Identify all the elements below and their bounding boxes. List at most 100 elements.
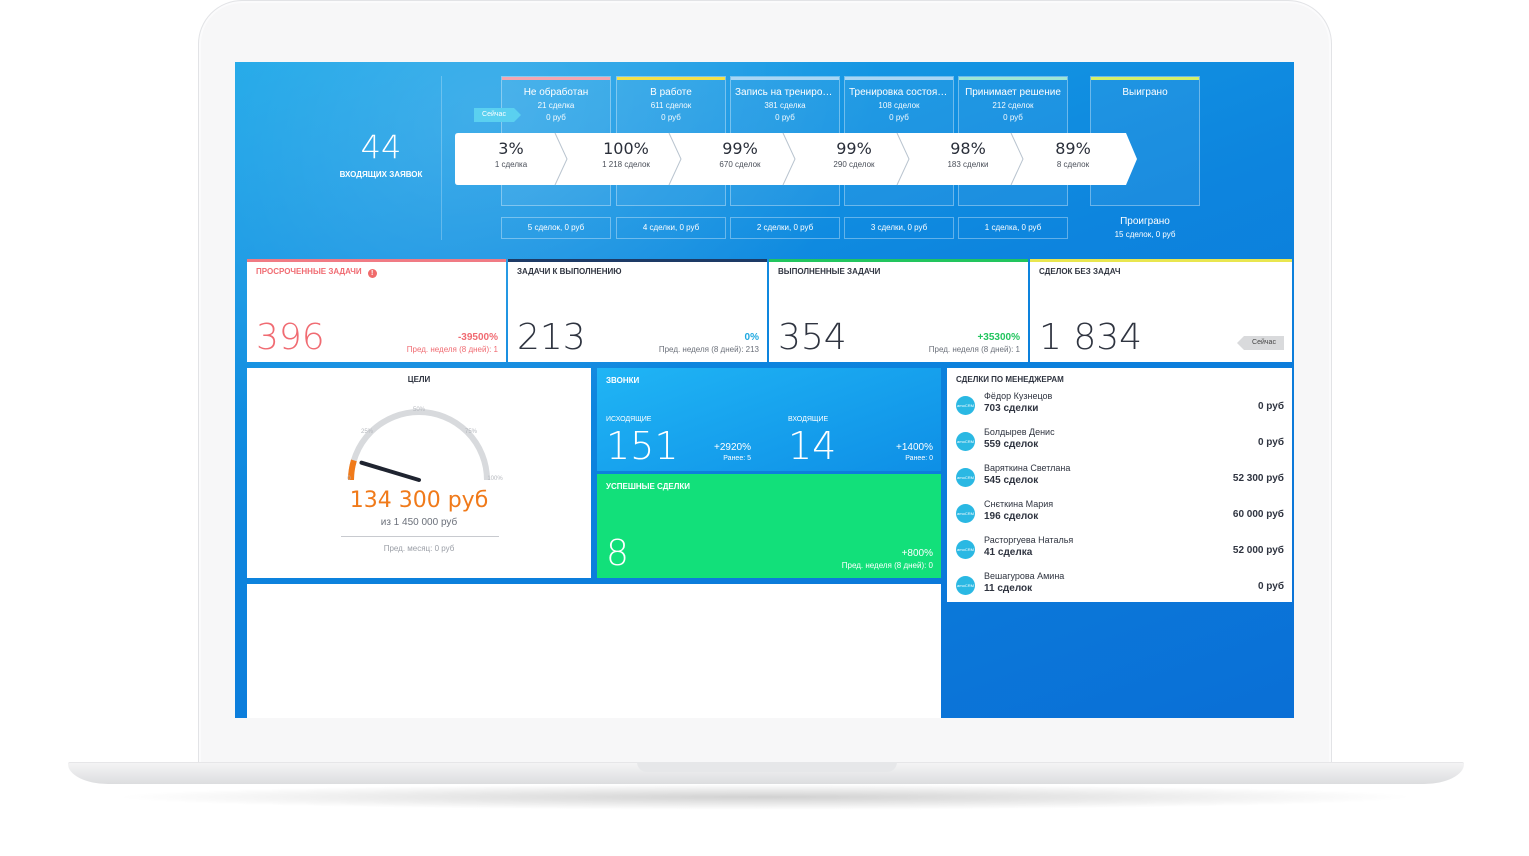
manager-row[interactable]: amoCRM Варяткина Светлана 545 сделок 52 300…: [956, 462, 1284, 492]
stage-color-bar: [1091, 77, 1199, 80]
kpi-title: Выполненные задачи: [778, 267, 880, 276]
goals-target: из 1 450 000 руб: [380, 517, 458, 528]
goals-divider: [341, 536, 499, 537]
kpi-value: 354: [778, 317, 847, 358]
manager-sum: 52 000 руб: [1232, 545, 1284, 556]
manager-deals: 559 сделок: [984, 439, 1039, 450]
conversion-arrow-band: [455, 132, 1137, 186]
wins-title: Успешные сделки: [606, 482, 690, 491]
stage-color-bar: [502, 77, 610, 80]
successful-deals-card[interactable]: Успешные сделки 8 +800% Пред. неделя (8 …: [597, 474, 941, 578]
conversion-percent: 89%: [1055, 139, 1091, 158]
manager-deals: 41 сделка: [984, 547, 1033, 558]
kpi-value: 213: [517, 317, 586, 358]
stage-sum: 0 руб: [1003, 113, 1023, 122]
kpi-card[interactable]: Просроченные задачи! 396 -39500% Пред. неде…: [247, 259, 506, 362]
calls-outgoing-label: Исходящие: [606, 416, 652, 423]
avatar: amoCRM: [956, 540, 975, 559]
conversion-deals: 1 сделка: [494, 160, 528, 169]
stage-conversion: 98% 183 сделки: [913, 139, 1023, 169]
calls-incoming-value: 14: [788, 424, 837, 468]
avatar: amoCRM: [956, 468, 975, 487]
stage-color-bar: [617, 77, 725, 80]
conversion-deals: 1 218 сделок: [602, 160, 650, 169]
laptop-notch: [637, 762, 897, 772]
calls-outgoing-delta: +2920%: [714, 442, 751, 453]
manager-deals: 196 сделок: [984, 511, 1039, 522]
avatar: amoCRM: [956, 576, 975, 595]
manager-name: Снєткина Мария: [984, 499, 1054, 509]
manager-row[interactable]: amoCRM Фёдор Кузнецов 703 сделки 0 руб: [956, 390, 1284, 420]
kpi-title-text: Просроченные задачи: [256, 267, 362, 276]
calls-title: Звонки: [606, 376, 640, 385]
goals-card[interactable]: Цели 0 25% 50% 75% 100% 134 300 руб из 1…: [247, 368, 591, 578]
alert-icon: !: [367, 269, 377, 278]
kpi-title: Сделок без задач: [1039, 267, 1121, 276]
lost-total[interactable]: Проиграно 15 сделок, 0 руб: [1090, 216, 1200, 239]
avatar: amoCRM: [956, 504, 975, 523]
kpi-top-bar: [508, 259, 767, 262]
conversion-percent: 3%: [498, 139, 524, 158]
kpi-title-text: Выполненные задачи: [778, 267, 881, 276]
conversion-percent: 98%: [950, 139, 986, 158]
kpi-value: 396: [256, 317, 325, 358]
kpi-card[interactable]: Выполненные задачи 354 +35300% Пред. неделя…: [769, 259, 1028, 362]
manager-sum: 0 руб: [1257, 401, 1284, 412]
calls-card[interactable]: Звонки Исходящие 151 +2920% Ранее: 5 Вхо…: [597, 368, 941, 471]
stage-name: Не обработан: [523, 87, 589, 98]
stage-color-bar: [731, 77, 839, 80]
stage-count: 611 сделок: [650, 101, 692, 110]
avatar: amoCRM: [956, 396, 975, 415]
stage-name: Запись на тренировку: [735, 87, 838, 98]
manager-row[interactable]: amoCRM Болдырев Денис 559 сделок 0 руб: [956, 426, 1284, 456]
managers-card[interactable]: Сделки по менеджерам amoCRM Фёдор Кузнецо…: [947, 368, 1292, 602]
laptop-shadow: [110, 784, 1420, 810]
manager-sum: 0 руб: [1257, 581, 1284, 592]
gauge-needle: [359, 460, 421, 482]
conversion-percent: 99%: [722, 139, 758, 158]
conversion-deals: 670 сделок: [719, 160, 761, 169]
kpi-top-bar: [1030, 259, 1292, 262]
stage-sum: 0 руб: [775, 113, 795, 122]
manager-row[interactable]: amoCRM Расторгуева Наталья 41 сделка 52 000…: [956, 534, 1284, 564]
kpi-prev: Пред. неделя (8 дней): 213: [658, 345, 759, 354]
incoming-label: входящих заявок: [339, 170, 423, 179]
conversion-deals: 290 сделок: [833, 160, 875, 169]
incoming-requests[interactable]: 44 входящих заявок: [331, 128, 431, 179]
manager-sum: 52 300 руб: [1232, 473, 1284, 484]
kpi-delta: 0%: [744, 332, 759, 343]
conversion-percent: 99%: [836, 139, 872, 158]
manager-sum: 60 000 руб: [1232, 509, 1284, 520]
lost-total-sub: 15 сделок, 0 руб: [1114, 230, 1176, 239]
empty-widget-panel: [247, 584, 941, 718]
stage-lost[interactable]: 3 сделки, 0 руб: [844, 217, 954, 239]
wins-prev: Пред. неделя (8 дней): 0: [841, 561, 933, 570]
stage-count: 21 сделка: [537, 101, 575, 110]
managers-title: Сделки по менеджерам: [956, 375, 1064, 384]
stage-lost[interactable]: 1 сделка, 0 руб: [958, 217, 1068, 239]
stage-lost[interactable]: 2 сделки, 0 руб: [730, 217, 840, 239]
manager-name: Варяткина Светлана: [984, 463, 1071, 473]
gauge-tick-25: 25%: [361, 429, 374, 435]
calls-incoming-earlier: Ранее: 0: [905, 455, 933, 462]
stage-sum: 0 руб: [546, 113, 566, 122]
goals-value: 134 300 руб: [349, 488, 489, 513]
kpi-title-text: Сделок без задач: [1039, 267, 1121, 276]
kpi-title: Задачи к выполнению: [517, 267, 622, 276]
calls-incoming-delta: +1400%: [896, 442, 933, 453]
kpi-card[interactable]: Сделок без задач 1 834 Сейчас: [1030, 259, 1292, 362]
stage-lost[interactable]: 5 сделок, 0 руб: [501, 217, 611, 239]
manager-deals: 11 сделок: [984, 583, 1033, 594]
stage-sum: 0 руб: [889, 113, 909, 122]
manager-row[interactable]: amoCRM Вешагурова Амина 11 сделок 0 руб: [956, 570, 1284, 600]
stage-conversion: 99% 290 сделок: [799, 139, 909, 169]
kpi-delta: +35300%: [977, 332, 1020, 343]
manager-name: Болдырев Денис: [984, 427, 1055, 437]
stage-name: В работе: [650, 87, 692, 98]
manager-row[interactable]: amoCRM Снєткина Мария 196 сделок 60 000 руб: [956, 498, 1284, 528]
stage-lost[interactable]: 4 сделки, 0 руб: [616, 217, 726, 239]
lost-total-title: Проиграно: [1120, 216, 1170, 227]
stage-conversion: 3% 1 сделка: [456, 139, 566, 169]
kpi-card[interactable]: Задачи к выполнению 213 0% Пред. неделя (8 …: [508, 259, 767, 362]
kpi-title: Просроченные задачи!: [256, 267, 377, 278]
